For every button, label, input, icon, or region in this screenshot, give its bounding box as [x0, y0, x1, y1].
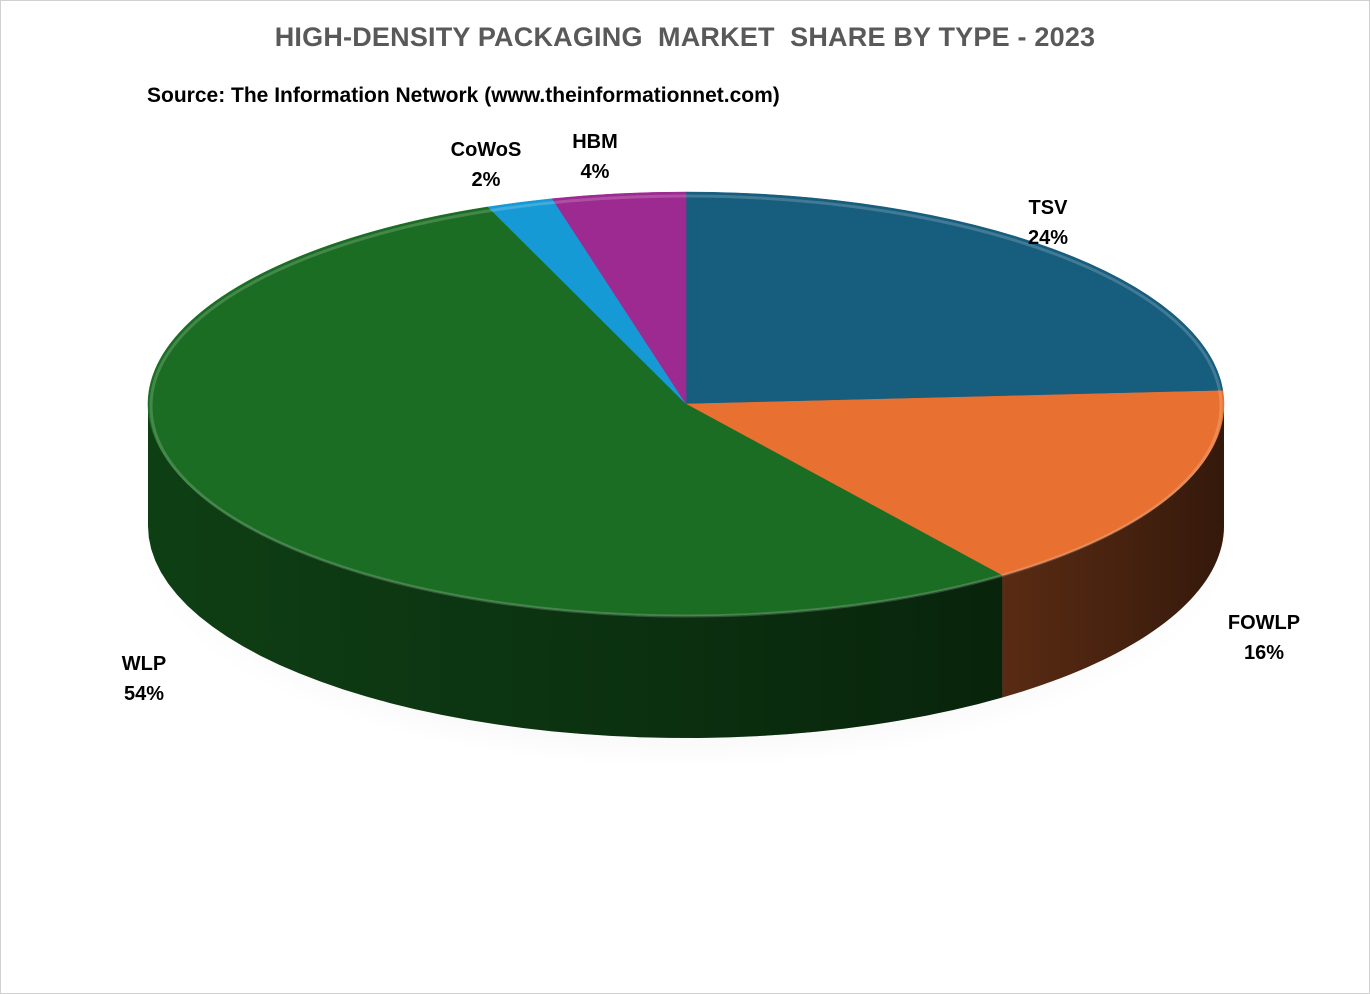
slice-value-fowlp: 16% [1244, 642, 1284, 664]
slice-value-hbm: 4% [581, 161, 610, 183]
pie-labels: TSV 24% FOWLP 16% WLP 54% CoWoS 2% HBM 4% [122, 131, 1300, 705]
slice-value-wlp: 54% [124, 683, 164, 705]
slice-name-tsv: TSV [1029, 197, 1069, 219]
slice-name-wlp: WLP [122, 653, 166, 675]
slice-label-tsv: TSV 24% [1028, 197, 1068, 249]
slice-value-tsv: 24% [1028, 227, 1068, 249]
slice-label-cowos: CoWoS 2% [451, 139, 522, 191]
slice-name-hbm: HBM [572, 131, 618, 153]
pie-tops [147, 191, 1225, 618]
slice-name-fowlp: FOWLP [1228, 612, 1300, 634]
pie-slice-hbm [551, 191, 687, 405]
slice-name-cowos: CoWoS [451, 139, 522, 161]
slice-label-hbm: HBM 4% [572, 131, 618, 183]
slice-label-wlp: WLP 54% [122, 653, 166, 705]
slice-label-fowlp: FOWLP 16% [1228, 612, 1300, 664]
pie-slice-fowlp [685, 390, 1225, 576]
pie-sides [148, 404, 1224, 738]
pie-side-wlp-shade [148, 404, 1003, 738]
pie-slice-wlp [147, 206, 1003, 617]
chart-title: HIGH-DENSITY PACKAGING MARKET SHARE BY T… [274, 22, 1096, 52]
slice-value-cowos: 2% [472, 169, 501, 191]
chart-subtitle: Source: The Information Network (www.the… [147, 84, 780, 107]
pie-rim-highlight [149, 194, 1223, 618]
pie-slice-tsv [685, 191, 1224, 405]
pie-side-fowlp-shade [1002, 404, 1224, 698]
